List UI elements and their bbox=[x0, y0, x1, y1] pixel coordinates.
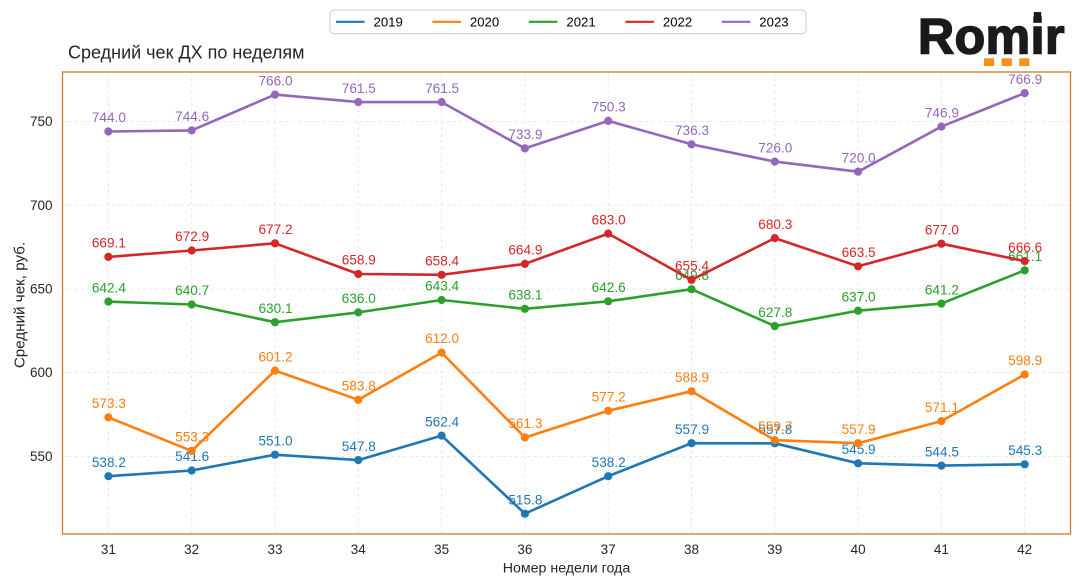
svg-text:557.9: 557.9 bbox=[675, 422, 709, 437]
svg-text:42: 42 bbox=[1017, 542, 1032, 557]
svg-text:627.8: 627.8 bbox=[758, 305, 792, 320]
svg-text:677.2: 677.2 bbox=[258, 222, 292, 237]
svg-text:36: 36 bbox=[517, 542, 532, 557]
svg-text:32: 32 bbox=[184, 542, 199, 557]
svg-text:553.3: 553.3 bbox=[175, 430, 209, 445]
svg-text:538.2: 538.2 bbox=[92, 455, 126, 470]
svg-text:557.9: 557.9 bbox=[842, 422, 876, 437]
svg-text:636.0: 636.0 bbox=[342, 291, 376, 306]
svg-text:2023: 2023 bbox=[759, 14, 788, 29]
svg-text:720.0: 720.0 bbox=[842, 150, 876, 165]
svg-text:31: 31 bbox=[101, 542, 116, 557]
svg-text:650: 650 bbox=[30, 282, 53, 297]
svg-text:658.9: 658.9 bbox=[342, 253, 376, 268]
svg-text:643.4: 643.4 bbox=[425, 279, 459, 294]
svg-text:642.6: 642.6 bbox=[592, 280, 626, 295]
svg-text:2020: 2020 bbox=[470, 14, 499, 29]
svg-text:538.2: 538.2 bbox=[592, 455, 626, 470]
svg-text:38: 38 bbox=[684, 542, 699, 557]
svg-text:630.1: 630.1 bbox=[258, 301, 292, 316]
svg-text:571.1: 571.1 bbox=[925, 400, 959, 415]
svg-text:Номер недели года: Номер недели года bbox=[503, 561, 631, 577]
svg-text:666.6: 666.6 bbox=[1008, 240, 1042, 255]
svg-text:583.8: 583.8 bbox=[342, 379, 376, 394]
svg-text:750: 750 bbox=[30, 114, 53, 129]
svg-text:640.7: 640.7 bbox=[175, 283, 209, 298]
svg-text:37: 37 bbox=[601, 542, 616, 557]
svg-text:2019: 2019 bbox=[374, 14, 403, 29]
svg-text:588.9: 588.9 bbox=[675, 370, 709, 385]
svg-text:700: 700 bbox=[30, 198, 53, 213]
svg-text:766.0: 766.0 bbox=[258, 73, 292, 88]
svg-text:2022: 2022 bbox=[663, 14, 692, 29]
svg-text:550: 550 bbox=[30, 449, 53, 464]
svg-text:663.5: 663.5 bbox=[842, 245, 876, 260]
svg-text:683.0: 683.0 bbox=[592, 212, 626, 227]
svg-text:39: 39 bbox=[767, 542, 782, 557]
svg-text:677.0: 677.0 bbox=[925, 222, 959, 237]
svg-text:561.3: 561.3 bbox=[508, 416, 542, 431]
svg-text:40: 40 bbox=[851, 542, 866, 557]
svg-text:680.3: 680.3 bbox=[758, 217, 792, 232]
svg-text:Romir: Romir bbox=[918, 9, 1065, 65]
svg-text:733.9: 733.9 bbox=[508, 127, 542, 142]
svg-text:736.3: 736.3 bbox=[675, 123, 709, 138]
svg-text:557.8: 557.8 bbox=[758, 422, 792, 437]
svg-text:649.8: 649.8 bbox=[675, 268, 709, 283]
svg-text:573.3: 573.3 bbox=[92, 396, 126, 411]
svg-text:541.6: 541.6 bbox=[175, 449, 209, 464]
svg-text:547.8: 547.8 bbox=[342, 439, 376, 454]
svg-text:562.4: 562.4 bbox=[425, 414, 459, 429]
svg-text:766.9: 766.9 bbox=[1008, 72, 1042, 87]
svg-text:744.0: 744.0 bbox=[92, 110, 126, 125]
svg-text:638.1: 638.1 bbox=[508, 288, 542, 303]
svg-text:601.2: 601.2 bbox=[258, 349, 292, 364]
svg-text:Средний чек ДХ по неделям: Средний чек ДХ по неделям bbox=[68, 43, 305, 63]
svg-text:551.0: 551.0 bbox=[258, 433, 292, 448]
svg-text:637.0: 637.0 bbox=[842, 289, 876, 304]
svg-text:655.4: 655.4 bbox=[675, 259, 709, 274]
svg-text:761.5: 761.5 bbox=[342, 81, 376, 96]
svg-text:600: 600 bbox=[30, 365, 53, 380]
svg-text:642.4: 642.4 bbox=[92, 280, 126, 295]
svg-text:761.5: 761.5 bbox=[425, 81, 459, 96]
svg-text:672.9: 672.9 bbox=[175, 229, 209, 244]
svg-text:641.2: 641.2 bbox=[925, 282, 959, 297]
svg-text:515.8: 515.8 bbox=[508, 492, 542, 507]
svg-text:2021: 2021 bbox=[566, 14, 595, 29]
svg-text:34: 34 bbox=[351, 542, 367, 557]
svg-text:545.3: 545.3 bbox=[1008, 443, 1042, 458]
svg-text:577.2: 577.2 bbox=[592, 390, 626, 405]
svg-text:726.0: 726.0 bbox=[758, 140, 792, 155]
svg-text:750.3: 750.3 bbox=[592, 100, 626, 115]
svg-text:664.9: 664.9 bbox=[508, 243, 542, 258]
svg-text:658.4: 658.4 bbox=[425, 254, 459, 269]
svg-text:33: 33 bbox=[267, 542, 282, 557]
svg-text:746.9: 746.9 bbox=[925, 105, 959, 120]
svg-text:41: 41 bbox=[934, 542, 949, 557]
svg-text:Средний чек, руб.: Средний чек, руб. bbox=[11, 242, 28, 368]
svg-text:744.6: 744.6 bbox=[175, 109, 209, 124]
svg-text:35: 35 bbox=[434, 542, 449, 557]
svg-text:669.1: 669.1 bbox=[92, 236, 126, 251]
svg-text:612.0: 612.0 bbox=[425, 331, 459, 346]
svg-text:545.9: 545.9 bbox=[842, 442, 876, 457]
svg-text:559.7: 559.7 bbox=[758, 419, 792, 434]
svg-text:598.9: 598.9 bbox=[1008, 353, 1042, 368]
svg-text:544.5: 544.5 bbox=[925, 444, 959, 459]
